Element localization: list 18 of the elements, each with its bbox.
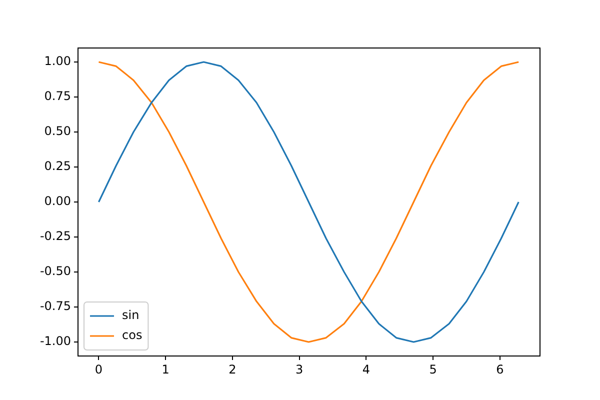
y-tick-label: -0.75: [40, 299, 71, 314]
y-tick-label: 0.75: [44, 89, 71, 104]
x-tick-label: 6: [496, 362, 504, 376]
y-tick-label: -1.00: [40, 334, 71, 348]
x-tick-label: 3: [295, 362, 304, 376]
legend-label: sin: [122, 308, 140, 322]
y-tick-label: 0.50: [44, 124, 71, 138]
x-tick-label: 5: [429, 362, 437, 376]
x-tick-label: 4: [362, 362, 370, 376]
y-tick-label: -0.50: [40, 264, 71, 278]
legend-label: cos: [122, 328, 142, 342]
y-tick-label: 0.00: [44, 194, 71, 208]
x-tick-label: 2: [228, 362, 236, 376]
y-tick-label: -0.25: [40, 229, 71, 244]
x-tick-label: 0: [94, 362, 103, 376]
y-tick-label: 1.00: [44, 54, 71, 68]
x-tick-label: 1: [162, 362, 170, 376]
y-tick-label: 0.25: [44, 159, 71, 174]
